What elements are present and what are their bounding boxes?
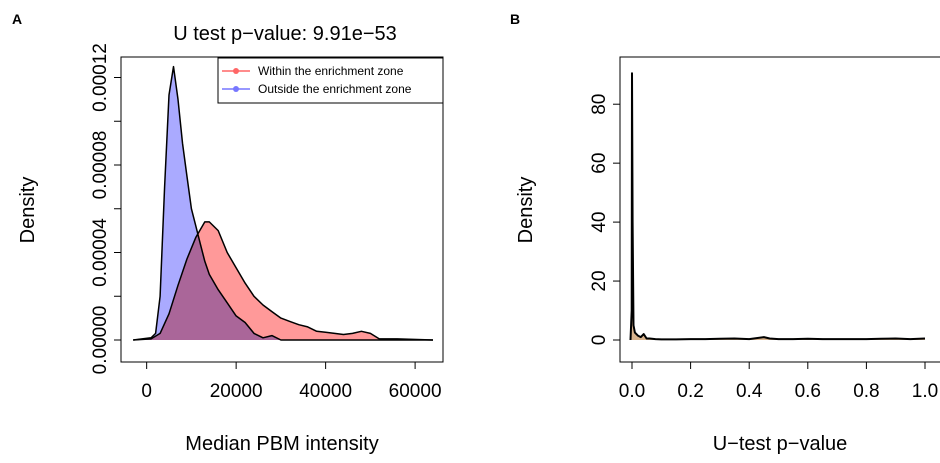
panel-a-y-tick-label: 0.00000 [90,306,111,375]
panel-a-title: U test p−value: 9.91e−53 [173,23,397,45]
panel-b-y-tick-label: 40 [589,212,610,233]
panel-a-area-1 [133,221,433,340]
panel-a-y-axis: 0.00000 0.00004 0.00008 0.00012 [90,43,121,374]
panel-a-y-label: Density [17,177,39,244]
panel-b-y-tick-label: 0 [589,335,610,346]
panel-b-x-tick-label: 0.8 [853,381,879,402]
legend-outside-marker [233,86,239,92]
legend-within-label: Within the enrichment zone [258,64,404,78]
panel-a-density-line-0 [133,65,433,341]
panel-b: B 0.0 0.2 0.4 0.6 0.8 1.0 0 20 40 60 80 U−test p−… [510,11,940,455]
panel-a-x-tick-label: 40000 [299,381,352,402]
panel-a-x-axis: 0 20000 40000 60000 [141,362,442,402]
panel-a-y-tick-label: 0.00004 [90,218,111,287]
panel-b-y-label: Density [515,177,537,244]
legend-box [217,57,444,104]
panel-b-y-tick-label: 60 [589,153,610,174]
panel-a-x-tick-label: 60000 [389,381,442,402]
panel-b-y-tick-label: 20 [589,270,610,291]
panel-a-x-tick-label: 0 [141,381,152,402]
panel-a-density-areas [133,65,434,341]
panel-a-density-line-1 [133,221,434,341]
panel-a-x-label: Median PBM intensity [185,433,378,455]
legend-within-marker [233,68,239,74]
panel-b-x-tick-label: 0.4 [736,381,763,402]
panel-b-density-areas [629,72,926,341]
legend: Within the enrichment zone Outside the e… [217,57,444,104]
panel-b-y-axis: 0 20 40 60 80 [589,94,620,346]
panel-b-x-tick-label: 0.6 [795,381,821,402]
panel-a-x-tick-label: 20000 [210,381,263,402]
panel-b-area-0 [630,73,925,341]
panel-b-x-axis: 0.0 0.2 0.4 0.6 0.8 1.0 [619,362,938,402]
panel-a-y-tick-label: 0.00012 [90,43,111,112]
panel-b-label: B [510,11,520,27]
panel-b-x-tick-label: 0.0 [619,381,645,402]
panel-b-x-label: U−test p−value [713,433,848,455]
panel-a: A U test p−value: 9.91e−53 0 20000 40000 60… [12,11,444,455]
panel-b-density-line-0 [629,72,926,341]
panel-a-plot-box [120,56,444,363]
panel-a-y-tick-label: 0.00008 [90,131,111,200]
legend-outside-label: Outside the enrichment zone [258,82,412,96]
panel-b-x-tick-label: 1.0 [912,381,938,402]
panel-a-label: A [12,11,22,27]
panel-b-y-tick-label: 80 [589,94,610,115]
panel-b-plot-box [619,56,940,363]
panel-b-x-tick-label: 0.2 [677,381,703,402]
